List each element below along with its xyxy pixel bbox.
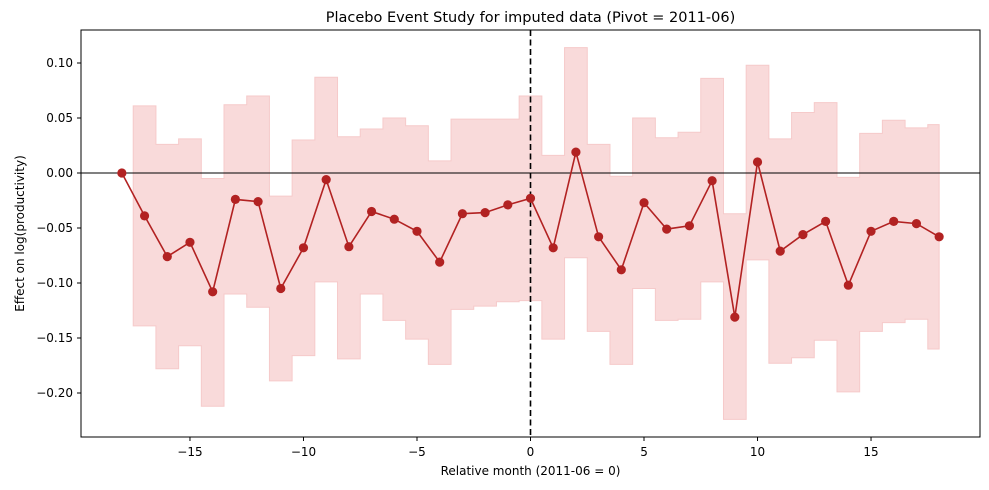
plot-content: [81, 30, 980, 437]
y-axis-title: Effect on log(productivity): [13, 155, 27, 312]
estimate-point: [503, 200, 513, 210]
y-tick-label: −0.15: [36, 331, 73, 345]
estimate-point: [934, 232, 944, 242]
estimate-point: [911, 219, 922, 229]
x-tick-label: 0: [527, 445, 535, 459]
estimate-point: [185, 237, 195, 247]
estimate-point: [344, 242, 354, 252]
estimate-point: [798, 230, 808, 240]
estimate-point: [389, 214, 399, 224]
x-axis-title: Relative month (2011-06 = 0): [441, 464, 621, 478]
estimate-point: [525, 193, 536, 203]
estimate-point: [821, 216, 831, 226]
estimate-point: [684, 221, 695, 231]
estimate-point: [366, 206, 377, 217]
estimate-point: [889, 216, 899, 226]
estimate-point: [548, 243, 558, 253]
y-tick-label: 0.10: [46, 56, 73, 70]
estimate-point: [752, 157, 763, 167]
estimate-point: [843, 280, 853, 290]
y-tick-label: 0.00: [46, 166, 73, 180]
y-tick-label: −0.10: [36, 276, 73, 290]
x-tick-label: −5: [408, 445, 426, 459]
y-tick-label: −0.05: [36, 221, 73, 235]
estimate-point: [594, 232, 604, 242]
x-tick-label: 10: [750, 445, 765, 459]
estimate-point: [435, 257, 445, 267]
x-tick-label: −15: [177, 445, 202, 459]
estimate-point: [321, 175, 331, 185]
estimate-point: [457, 209, 467, 219]
estimate-point: [616, 265, 626, 275]
estimate-point: [162, 252, 172, 262]
x-axis-ticks: −15 −10 −5 0 5 10 15: [177, 437, 879, 459]
chart-title: Placebo Event Study for imputed data (Pi…: [326, 10, 736, 26]
estimate-point: [639, 198, 649, 208]
y-tick-label: −0.20: [36, 386, 73, 400]
y-tick-label: 0.05: [46, 111, 73, 125]
estimate-point: [298, 243, 309, 253]
estimate-point: [730, 312, 740, 322]
estimate-point: [230, 194, 240, 204]
estimate-point: [866, 226, 876, 236]
estimate-point: [117, 168, 127, 178]
estimate-point: [139, 211, 150, 221]
estimate-point: [571, 147, 581, 157]
estimate-point: [253, 197, 263, 207]
y-axis-ticks: 0.10 0.05 0.00 −0.05 −0.10 −0.15 −0.20: [36, 56, 81, 400]
estimate-point: [662, 224, 672, 234]
estimate-point: [412, 226, 422, 236]
estimate-point: [276, 283, 286, 294]
estimate-point: [208, 287, 218, 297]
x-tick-label: 5: [640, 445, 648, 459]
estimate-point: [775, 246, 785, 256]
x-tick-label: 15: [863, 445, 878, 459]
estimate-point: [480, 208, 490, 218]
x-tick-label: −10: [291, 445, 316, 459]
estimate-point: [707, 176, 717, 186]
